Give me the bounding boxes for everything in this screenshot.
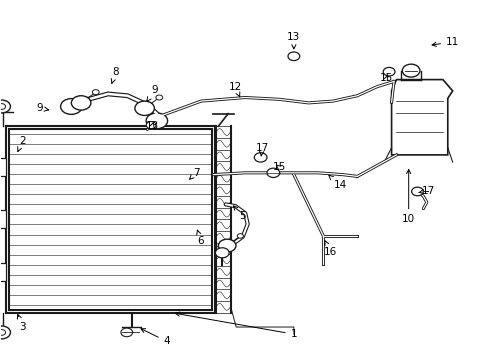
Circle shape	[61, 99, 82, 114]
Text: 11: 11	[432, 37, 459, 47]
Circle shape	[219, 239, 236, 252]
Circle shape	[135, 101, 154, 116]
Circle shape	[402, 64, 420, 77]
Text: 9: 9	[36, 103, 49, 113]
Text: 3: 3	[17, 315, 26, 332]
Circle shape	[254, 153, 267, 162]
Circle shape	[121, 328, 133, 337]
Bar	[0, 263, 5, 281]
Text: 8: 8	[111, 67, 119, 83]
Bar	[0, 211, 5, 228]
Circle shape	[0, 329, 5, 335]
Text: 14: 14	[329, 175, 347, 190]
Text: 10: 10	[402, 170, 415, 224]
Text: 17: 17	[255, 143, 269, 156]
Text: 4: 4	[141, 329, 170, 346]
Circle shape	[156, 95, 163, 100]
Polygon shape	[392, 80, 453, 155]
Circle shape	[146, 113, 168, 129]
Circle shape	[147, 122, 156, 129]
Text: 13: 13	[287, 32, 300, 49]
Circle shape	[383, 67, 395, 76]
Text: 1: 1	[175, 312, 297, 339]
Text: 13: 13	[146, 121, 159, 131]
Text: 2: 2	[18, 136, 26, 152]
Circle shape	[72, 96, 91, 110]
Circle shape	[0, 100, 10, 113]
Circle shape	[288, 52, 300, 60]
Circle shape	[237, 234, 244, 238]
Text: 12: 12	[229, 82, 242, 97]
Circle shape	[92, 90, 99, 95]
Circle shape	[216, 248, 229, 258]
Bar	[0, 158, 5, 176]
Text: 6: 6	[197, 230, 204, 246]
Text: 7: 7	[190, 168, 199, 179]
Text: 15: 15	[380, 73, 393, 83]
Circle shape	[0, 326, 10, 339]
Circle shape	[412, 187, 423, 196]
Circle shape	[0, 104, 5, 109]
Text: 15: 15	[272, 162, 286, 172]
Text: 9: 9	[147, 85, 158, 101]
Text: 5: 5	[234, 206, 246, 221]
Circle shape	[267, 168, 280, 177]
Text: 16: 16	[324, 241, 337, 257]
Text: 17: 17	[419, 186, 435, 196]
